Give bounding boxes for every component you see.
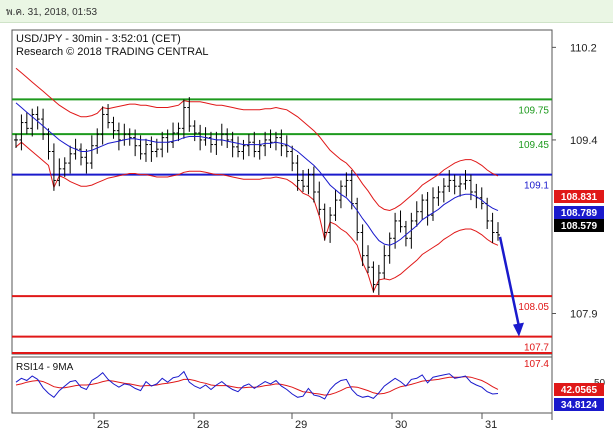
price-badge-label-0: 108.831 (561, 192, 598, 203)
series-layer (14, 67, 524, 337)
lower-band-line (15, 141, 499, 293)
level-label-1: 109.45 (518, 140, 549, 151)
price-badge-label-2: 108.579 (561, 221, 598, 232)
time-tick-label-4: 31 (485, 419, 497, 431)
levels-layer: 109.75 109.45 109.1 108.05 107.7 107.4 (12, 98, 552, 370)
price-badge-0 (554, 190, 604, 203)
badges-layer: 108.831 108.789 108.579 (554, 190, 604, 232)
time-tick-label-0: 25 (97, 419, 109, 431)
ticks-layer: 110.2 109.4 107.9 25 28 29 30 31 (93, 42, 598, 431)
level-label-0: 109.75 (518, 105, 549, 116)
price-badge-label-1: 108.789 (561, 208, 598, 219)
level-label-3: 108.05 (518, 302, 549, 313)
chart-subtitle: Research © 2018 TRADING CENTRAL (16, 46, 209, 58)
forecast-arrow-line (498, 236, 521, 327)
level-label-5: 107.4 (524, 359, 549, 370)
upper-band-line (15, 67, 499, 212)
rsi-badge-0 (554, 383, 604, 396)
price-panel-frame (11, 29, 553, 355)
rsi-line (15, 370, 499, 400)
price-badge-2 (554, 219, 604, 232)
moving-average-line (15, 102, 499, 246)
chart-title: USD/JPY - 30min - 3:52:01 (CET) (16, 33, 181, 45)
price-tick-label-1: 109.4 (570, 135, 598, 147)
forecast-arrow-head (513, 322, 524, 337)
top-status-bar: พ.ค. 31, 2018, 01:53 (0, 0, 613, 23)
time-tick-label-3: 30 (395, 419, 407, 431)
level-label-2: 109.1 (524, 181, 549, 192)
time-tick-label-1: 28 (197, 419, 209, 431)
timestamp-label: พ.ค. 31, 2018, 01:53 (6, 7, 98, 18)
rsi-badge-label-0: 42.0565 (561, 385, 598, 396)
level-label-4: 107.7 (524, 343, 549, 354)
time-tick-label-2: 29 (295, 419, 307, 431)
rsi-label: RSI14 - 9MA (16, 362, 74, 373)
rsi-badge-1 (554, 398, 604, 411)
price-tick-label-0: 110.2 (570, 42, 597, 54)
rsi-badge-label-1: 34.8124 (561, 400, 598, 411)
price-badge-1 (554, 206, 604, 219)
price-tick-label-2: 107.9 (570, 309, 598, 321)
